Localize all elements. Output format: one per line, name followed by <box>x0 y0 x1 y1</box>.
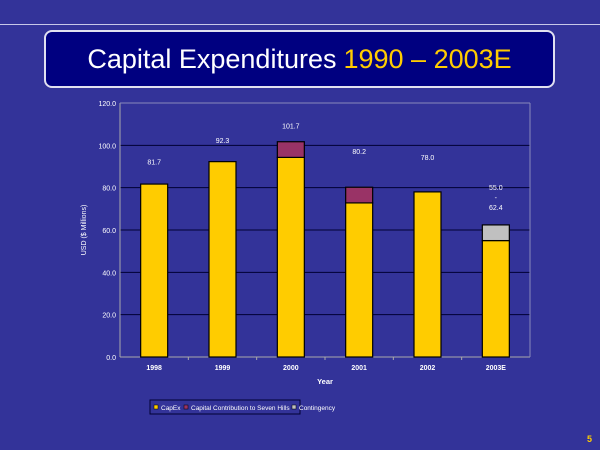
data-label: 55.0 <box>489 185 503 192</box>
x-tick-label: 2001 <box>351 365 367 372</box>
data-label: 78.0 <box>421 155 435 162</box>
bar-capex <box>208 161 237 358</box>
data-label: 80.2 <box>352 149 366 156</box>
y-tick-label: 60.0 <box>102 228 116 235</box>
legend-label: Capital Contribution to Seven Hills <box>191 405 290 412</box>
legend-swatch <box>153 404 159 410</box>
bar-capex <box>413 191 442 358</box>
slide-title: Capital Expenditures 1990 – 2003E <box>44 30 555 88</box>
legend-swatch <box>291 404 297 410</box>
data-label: 81.7 <box>147 159 161 166</box>
data-label: 92.3 <box>216 138 230 145</box>
bar-capex <box>276 156 305 358</box>
x-tick-label: 1999 <box>215 365 231 372</box>
title-highlight: 1990 – 2003E <box>343 43 512 74</box>
y-axis-title: USD ($ Millions) <box>81 205 88 256</box>
legend-box <box>149 399 301 415</box>
x-tick-label: 1998 <box>146 365 162 372</box>
data-label: 62.4 <box>489 205 503 212</box>
legend-swatch <box>183 404 189 410</box>
bar-capex <box>345 202 374 358</box>
title-main: Capital Expenditures <box>87 43 337 74</box>
y-tick-label: 40.0 <box>102 270 116 277</box>
bar-capital-contribution-to-seven-hills <box>276 141 305 158</box>
y-tick-label: 0.0 <box>106 355 116 362</box>
y-tick-label: 80.0 <box>102 186 116 193</box>
legend-label: CapEx <box>161 405 181 412</box>
bar-contingency <box>481 224 510 242</box>
data-label: - <box>495 195 498 202</box>
bar-capex <box>140 183 169 358</box>
bar-capex <box>481 239 510 358</box>
y-tick-label: 100.0 <box>98 143 116 150</box>
x-tick-label: 2002 <box>420 365 436 372</box>
top-divider <box>0 24 600 25</box>
x-axis-title: Year <box>317 377 333 386</box>
y-tick-label: 20.0 <box>102 313 116 320</box>
x-tick-label: 2000 <box>283 365 299 372</box>
page-number: 5 <box>586 434 592 444</box>
y-tick-label: 120.0 <box>98 101 116 108</box>
legend-label: Contingency <box>299 405 336 412</box>
bar-capital-contribution-to-seven-hills <box>345 186 374 204</box>
x-tick-label: 2003E <box>486 365 507 372</box>
data-label: 101.7 <box>282 123 300 130</box>
